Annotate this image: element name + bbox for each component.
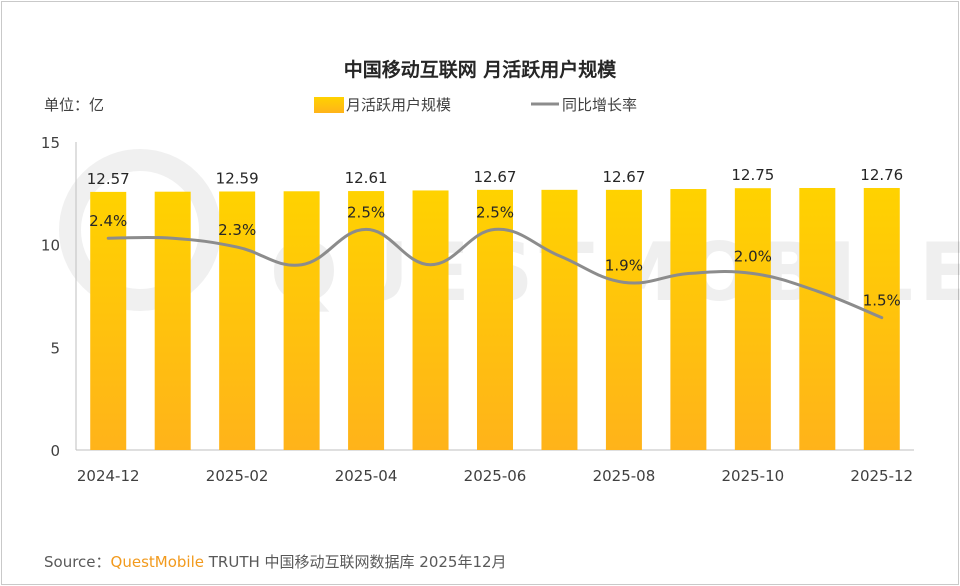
bar xyxy=(670,189,707,450)
bar-value-label: 12.59 xyxy=(216,169,259,187)
bar xyxy=(799,187,836,450)
unit-label: 单位：亿 xyxy=(44,96,104,114)
bar xyxy=(412,190,449,450)
x-tick-label: 2025-08 xyxy=(593,467,656,485)
bar-value-label: 12.57 xyxy=(87,170,130,188)
bar-value-label: 12.67 xyxy=(602,168,645,186)
growth-rate-label: 2.5% xyxy=(476,203,514,221)
bar-value-label: 12.67 xyxy=(474,168,517,186)
x-tick-label: 2024-12 xyxy=(77,467,140,485)
bar-value-label: 12.76 xyxy=(860,166,903,184)
x-tick-label: 2025-10 xyxy=(722,467,785,485)
source-text: TRUTH 中国移动互联网数据库 2025年12月 xyxy=(203,553,507,571)
bar xyxy=(605,189,642,451)
legend-bar-swatch xyxy=(314,97,344,113)
legend-bar-label: 月活跃用户规模 xyxy=(346,96,451,114)
growth-rate-label: 2.4% xyxy=(89,212,127,230)
growth-line-path xyxy=(106,227,884,320)
y-tick-label: 15 xyxy=(41,134,60,152)
chart-title: 中国移动互联网 月活跃用户规模 xyxy=(344,58,618,81)
data-labels: 12.57 12.59 12.61 12.67 12.67 12.75 12.76 2.4% 2… xyxy=(87,166,903,310)
y-tick-label: 5 xyxy=(50,339,60,357)
bar xyxy=(154,191,191,450)
y-tick-label: 0 xyxy=(50,442,60,460)
bar xyxy=(90,191,127,450)
x-tick-label: 2025-12 xyxy=(850,467,913,485)
legend-line-label: 同比增长率 xyxy=(562,96,637,114)
bar xyxy=(541,189,578,451)
growth-rate-label: 1.5% xyxy=(863,292,901,310)
growth-rate-label: 2.0% xyxy=(734,248,772,266)
growth-line xyxy=(106,227,884,320)
source-brand: QuestMobile xyxy=(110,553,204,571)
x-tick-label: 2025-02 xyxy=(206,467,269,485)
bar-value-label: 12.61 xyxy=(345,169,388,187)
bar xyxy=(283,191,320,450)
bar xyxy=(219,191,256,450)
source-note: Source：QuestMobile TRUTH 中国移动互联网数据库 2025… xyxy=(44,551,507,572)
x-tick-label: 2025-06 xyxy=(464,467,527,485)
source-prefix: Source： xyxy=(44,553,111,571)
growth-rate-label: 2.3% xyxy=(218,221,256,239)
bar xyxy=(348,191,385,451)
bar xyxy=(734,188,771,450)
legend: 月活跃用户规模 同比增长率 xyxy=(314,96,637,114)
x-tick-label: 2025-04 xyxy=(335,467,398,485)
growth-rate-label: 1.9% xyxy=(605,256,643,274)
growth-rate-label: 2.5% xyxy=(347,203,385,221)
bar-value-label: 12.75 xyxy=(731,166,774,184)
y-tick-label: 10 xyxy=(41,237,60,255)
bars xyxy=(90,187,900,451)
